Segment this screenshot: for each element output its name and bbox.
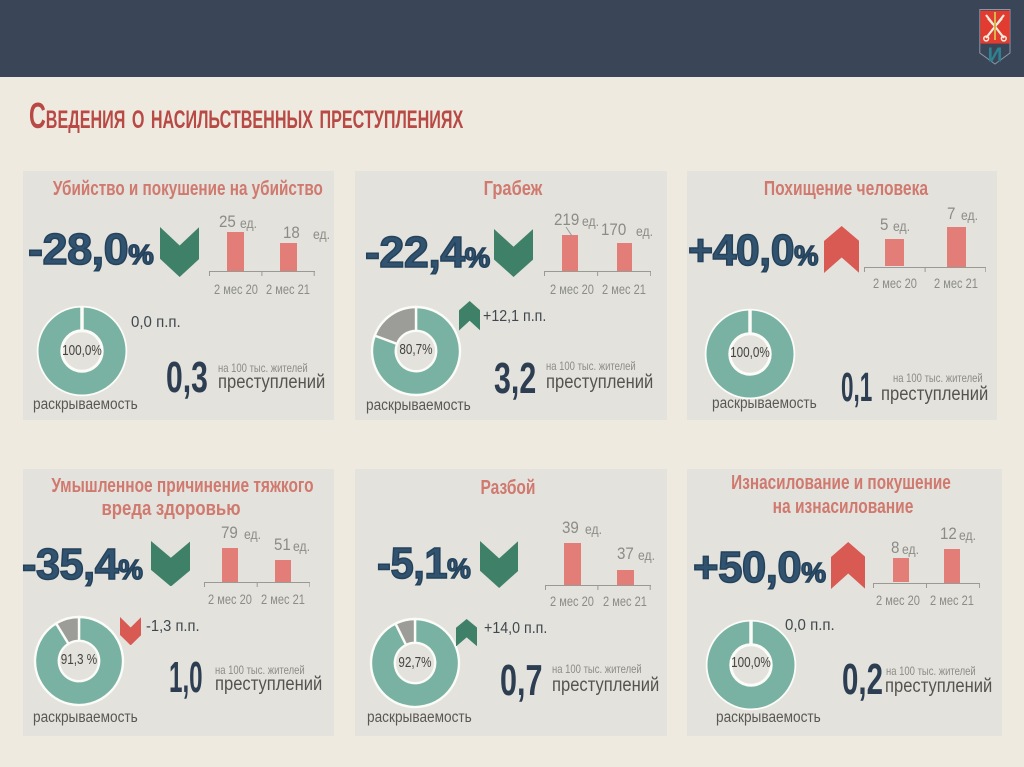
svg-text:И: И [988, 44, 1003, 67]
